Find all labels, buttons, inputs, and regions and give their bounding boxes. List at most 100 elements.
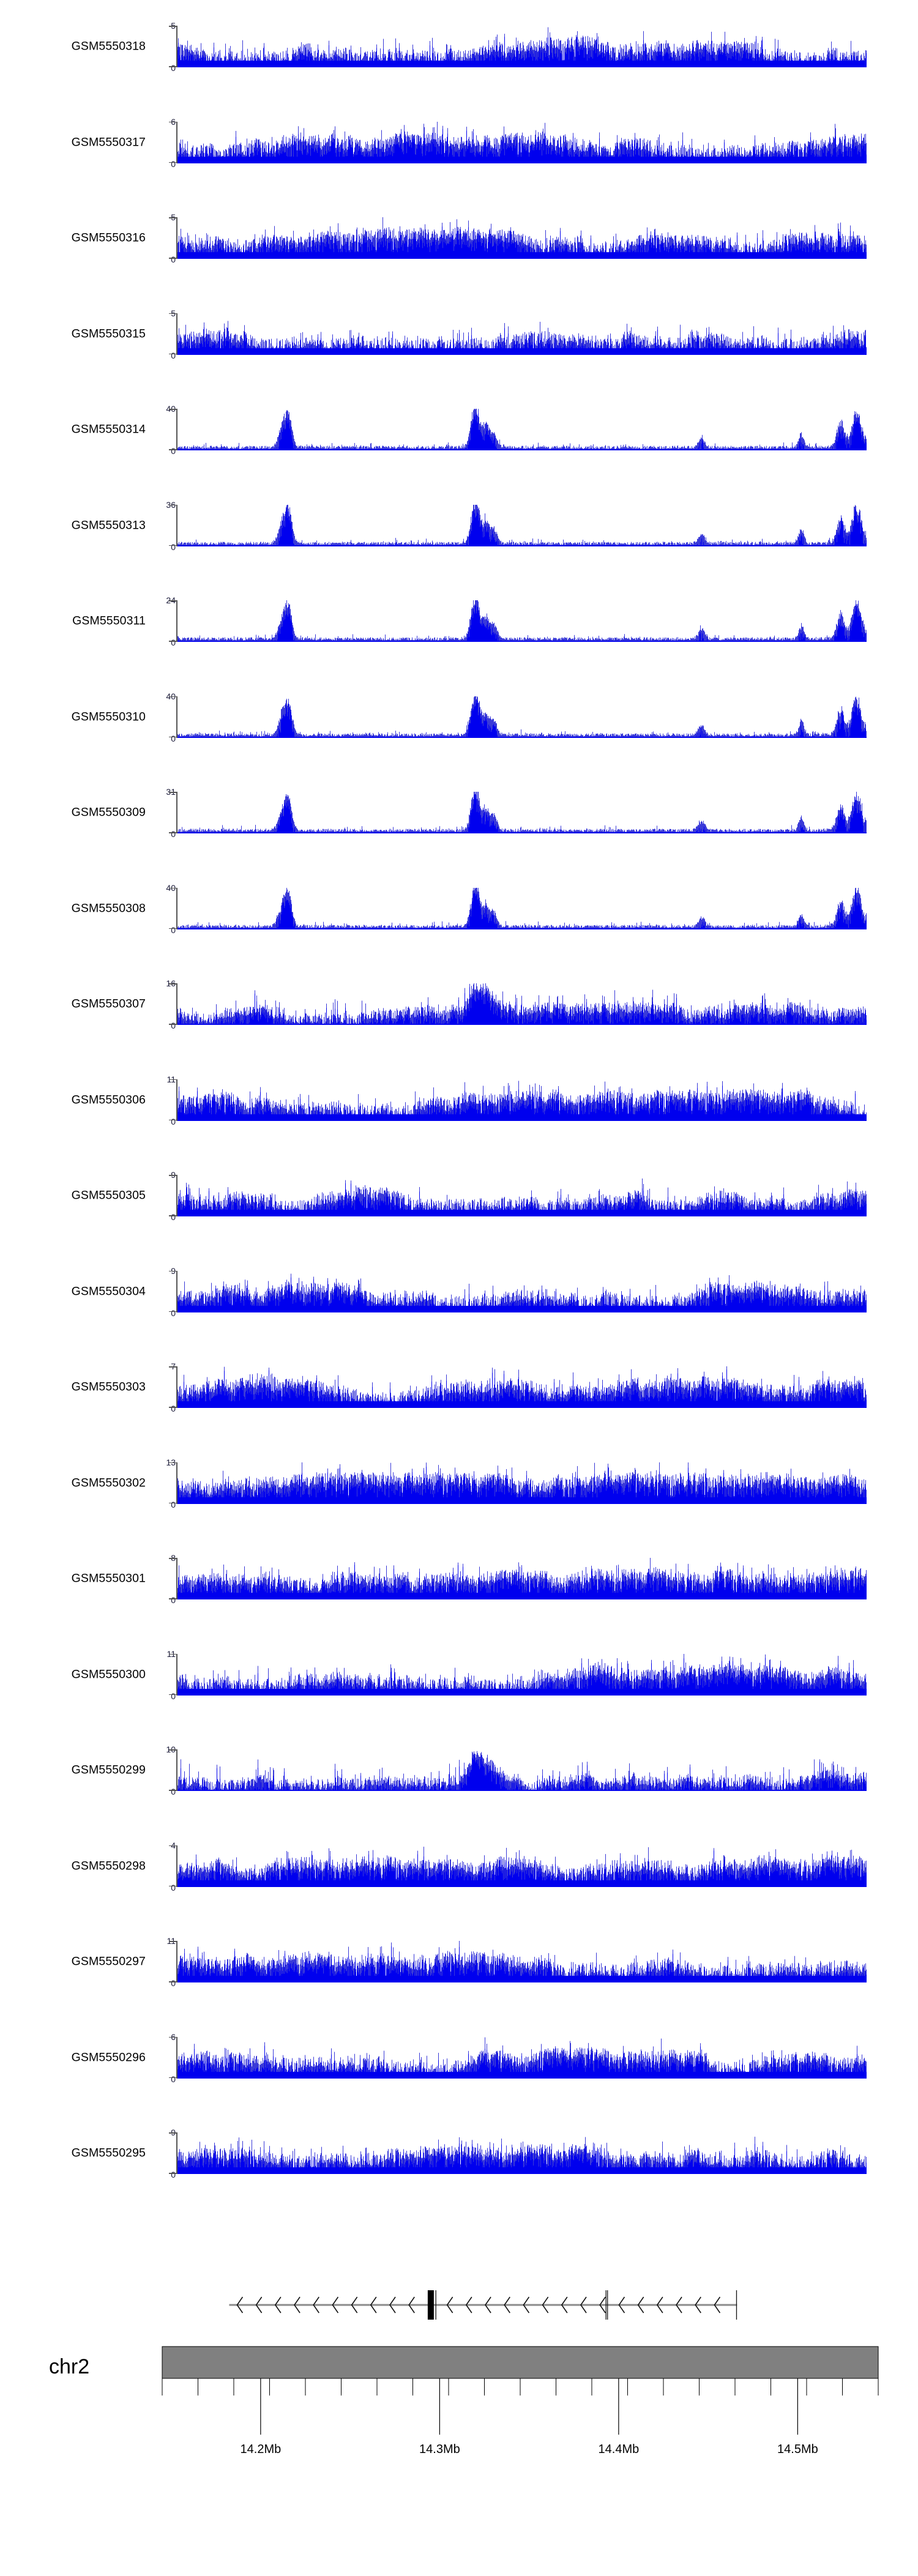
y-axis-tick-min xyxy=(169,641,177,642)
coverage-track[interactable]: GSM555029840 xyxy=(0,1841,918,1893)
y-axis-line xyxy=(176,217,177,259)
y-axis-tick-max xyxy=(169,1079,177,1081)
coverage-plot-area[interactable] xyxy=(177,1653,867,1696)
strand-arrow-left-icon xyxy=(542,2296,549,2313)
coverage-track[interactable]: GSM555031850 xyxy=(0,21,918,73)
y-axis-tick-max xyxy=(169,1270,177,1272)
genome-axis-track: chr2 14.2Mb 14.3Mb 14.4Mb 14.5Mb xyxy=(0,2342,918,2501)
coverage-canvas xyxy=(177,26,867,67)
track-label: GSM5550314 xyxy=(71,422,146,436)
coverage-track[interactable]: GSM555030490 xyxy=(0,1266,918,1318)
y-axis-line xyxy=(176,983,177,1025)
coverage-track[interactable]: GSM5550302 13 0 xyxy=(0,1457,918,1509)
coverage-track[interactable]: GSM5550310 40 0 xyxy=(0,691,918,743)
y-axis-tick-min xyxy=(169,1981,177,1982)
y-axis-min-label: 0 xyxy=(171,1978,176,1988)
coverage-track[interactable]: GSM5550307 16 0 xyxy=(0,978,918,1030)
axis-tick-label: 14.5Mb xyxy=(777,2443,818,2456)
track-label: GSM5550318 xyxy=(71,39,146,53)
y-axis-tick-max xyxy=(169,2132,177,2134)
y-axis-tick-max xyxy=(169,1462,177,1464)
coverage-plot-area[interactable] xyxy=(177,792,867,833)
coverage-plot-area[interactable] xyxy=(177,1175,867,1216)
coverage-plot-area[interactable] xyxy=(177,1749,867,1791)
y-axis-line xyxy=(176,409,177,450)
coverage-canvas xyxy=(177,504,867,546)
y-axis-line xyxy=(176,26,177,67)
coverage-track[interactable]: GSM555030370 xyxy=(0,1361,918,1413)
track-label: GSM5550298 xyxy=(71,1859,146,1872)
y-axis-min-label: 0 xyxy=(171,1116,176,1126)
coverage-track[interactable]: GSM5550313 36 0 xyxy=(0,500,918,552)
coverage-canvas xyxy=(177,217,867,259)
y-axis-tick-min xyxy=(169,1598,177,1599)
coverage-track[interactable]: GSM5550309 31 0 xyxy=(0,787,918,839)
y-axis-line xyxy=(176,313,177,355)
coverage-canvas xyxy=(177,1558,867,1599)
coverage-plot-area[interactable] xyxy=(177,1845,867,1887)
coverage-plot-area[interactable] xyxy=(177,121,867,163)
coverage-canvas xyxy=(177,1653,867,1696)
coverage-plot-area[interactable] xyxy=(177,2036,867,2079)
coverage-track[interactable]: GSM5550311 24 0 xyxy=(0,595,918,647)
coverage-track[interactable]: GSM5550308 40 0 xyxy=(0,883,918,935)
strand-arrow-left-icon xyxy=(599,2296,606,2313)
coverage-plot-area[interactable] xyxy=(177,313,867,355)
coverage-plot-area[interactable] xyxy=(177,1558,867,1599)
coverage-plot-area[interactable] xyxy=(177,1941,867,1982)
y-axis-tick-min xyxy=(169,928,177,929)
coverage-canvas xyxy=(177,792,867,833)
coverage-track[interactable]: GSM555030180 xyxy=(0,1553,918,1605)
coverage-plot-area[interactable] xyxy=(177,2132,867,2174)
y-axis-line xyxy=(176,1079,177,1121)
coverage-plot-area[interactable] xyxy=(177,887,867,929)
coverage-plot-area[interactable] xyxy=(177,409,867,450)
coverage-track[interactable]: GSM5550306 11 0 xyxy=(0,1074,918,1126)
y-axis-min-label: 0 xyxy=(171,829,176,839)
track-label: GSM5550317 xyxy=(71,135,146,149)
coverage-plot-area[interactable] xyxy=(177,504,867,546)
coverage-track[interactable]: GSM5550314 40 0 xyxy=(0,404,918,456)
y-axis-tick-min xyxy=(169,1790,177,1791)
y-axis-tick-max xyxy=(169,600,177,601)
y-axis-tick-min xyxy=(169,449,177,450)
y-axis-min-label: 0 xyxy=(171,158,176,169)
strand-arrow-left-icon xyxy=(714,2296,721,2313)
y-axis-tick-min xyxy=(169,545,177,546)
coverage-plot-area[interactable] xyxy=(177,696,867,738)
gene-exon-block[interactable] xyxy=(427,2290,434,2320)
axis-tick-label: 14.4Mb xyxy=(599,2443,640,2456)
coverage-plot-area[interactable] xyxy=(177,1462,867,1504)
coverage-track[interactable]: GSM5550299 10 0 xyxy=(0,1744,918,1796)
coverage-plot-area[interactable] xyxy=(177,600,867,642)
strand-arrow-left-icon xyxy=(408,2296,415,2313)
coverage-canvas xyxy=(177,1270,867,1312)
coverage-plot-area[interactable] xyxy=(177,217,867,259)
coverage-canvas xyxy=(177,409,867,450)
gene-model-track[interactable] xyxy=(0,2277,918,2332)
strand-arrow-left-icon xyxy=(370,2296,377,2313)
coverage-plot-area[interactable] xyxy=(177,1366,867,1408)
y-axis-tick-max xyxy=(169,887,177,889)
strand-arrow-left-icon xyxy=(389,2296,396,2313)
coverage-track[interactable]: GSM555029590 xyxy=(0,2127,918,2180)
coverage-canvas xyxy=(177,121,867,163)
coverage-plot-area[interactable] xyxy=(177,1079,867,1121)
coverage-plot-area[interactable] xyxy=(177,1270,867,1312)
coverage-canvas xyxy=(177,1749,867,1791)
strand-arrow-left-icon xyxy=(656,2296,663,2313)
coverage-track[interactable]: GSM555031760 xyxy=(0,117,918,169)
coverage-plot-area[interactable] xyxy=(177,983,867,1025)
coverage-track[interactable]: GSM555029660 xyxy=(0,2032,918,2084)
coverage-track[interactable]: GSM5550297 11 0 xyxy=(0,1936,918,1988)
coverage-track[interactable]: GSM555031650 xyxy=(0,212,918,264)
strand-arrow-left-icon xyxy=(504,2296,510,2313)
y-axis-tick-min xyxy=(169,1024,177,1025)
coverage-track[interactable]: GSM5550300 11 0 xyxy=(0,1649,918,1701)
coverage-track[interactable]: GSM555030590 xyxy=(0,1170,918,1222)
y-axis-min-label: 0 xyxy=(171,2170,176,2180)
y-axis-tick-max xyxy=(169,409,177,410)
coverage-plot-area[interactable] xyxy=(177,26,867,67)
chromosome-label: chr2 xyxy=(49,2355,90,2378)
coverage-track[interactable]: GSM555031550 xyxy=(0,308,918,360)
